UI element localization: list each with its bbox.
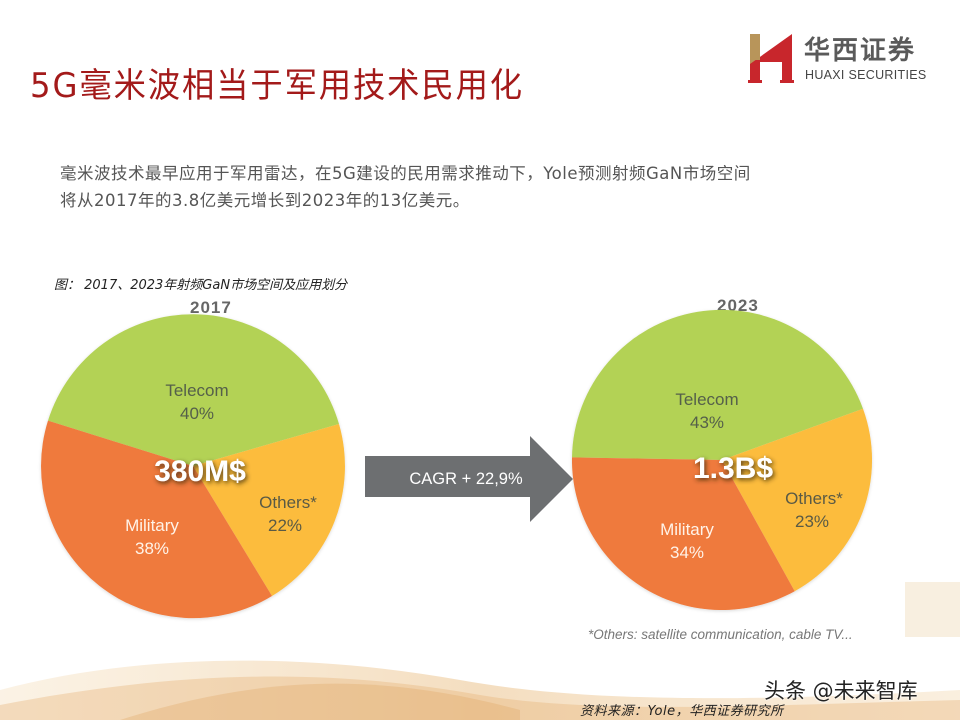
pie-2017-slice-military bbox=[41, 420, 273, 619]
pie-2023-slice-telecom bbox=[572, 309, 863, 460]
intro-paragraph: 毫米波技术最早应用于军用雷达，在5G建设的民用需求推动下，Yole预测射频GaN… bbox=[60, 160, 920, 214]
pie-2017-label-others: Others* bbox=[259, 493, 317, 512]
pie-2017-pct-others: 22% bbox=[268, 516, 302, 535]
intro-line-1: 毫米波技术最早应用于军用雷达，在5G建设的民用需求推动下，Yole预测射频GaN… bbox=[60, 164, 751, 183]
pie-2017-pct-telecom: 40% bbox=[180, 404, 214, 423]
pie-2017-label-military: Military bbox=[125, 516, 179, 535]
pie-2023-slice-military bbox=[571, 457, 795, 611]
pie-2023-label-others: Others* bbox=[785, 489, 843, 508]
source-note: 资料来源：Yole，华西证券研究所 bbox=[580, 704, 784, 719]
huaxi-logo-mark-icon bbox=[748, 34, 794, 83]
pie-2017-total: 380M$ bbox=[154, 455, 246, 488]
pie-2023-total: 1.3B$ bbox=[693, 452, 773, 485]
pie-2023 bbox=[571, 309, 873, 611]
page-title: 5G毫米波相当于军用技术民用化 bbox=[30, 66, 524, 106]
pie-2023-slice-others bbox=[722, 408, 873, 592]
figure-caption: 图： 2017、2023年射频GaN市场空间及应用划分 bbox=[54, 278, 348, 293]
pie-2023-pct-telecom: 43% bbox=[690, 413, 724, 432]
pie-2017 bbox=[41, 314, 345, 619]
pie-2023-pct-others: 23% bbox=[795, 512, 829, 531]
pie-2023-pct-military: 34% bbox=[670, 543, 704, 562]
pie-2017-slice-others bbox=[193, 424, 345, 596]
pie-2017-slice-telecom bbox=[48, 314, 339, 466]
pie-2017-title: 2017 bbox=[190, 298, 232, 317]
others-footnote: *Others: satellite communication, cable … bbox=[588, 627, 853, 642]
watermark: 头条 @未来智库 bbox=[764, 679, 918, 703]
pie-2023-label-military: Military bbox=[660, 520, 714, 539]
logo-name-cn: 华西证券 bbox=[804, 36, 917, 66]
pie-2023-label-telecom: Telecom bbox=[675, 390, 738, 409]
pie-2017-pct-military: 38% bbox=[135, 539, 169, 558]
huaxi-securities-logo: 华西证券 HUAXI SECURITIES bbox=[748, 32, 938, 84]
pie-2017-label-telecom: Telecom bbox=[165, 381, 228, 400]
cagr-arrow bbox=[365, 436, 573, 522]
logo-name-en: HUAXI SECURITIES bbox=[805, 68, 927, 82]
intro-line-2: 将从2017年的3.8亿美元增长到2023年的13亿美元。 bbox=[60, 191, 470, 210]
cagr-label: CAGR + 22,9% bbox=[409, 470, 523, 488]
